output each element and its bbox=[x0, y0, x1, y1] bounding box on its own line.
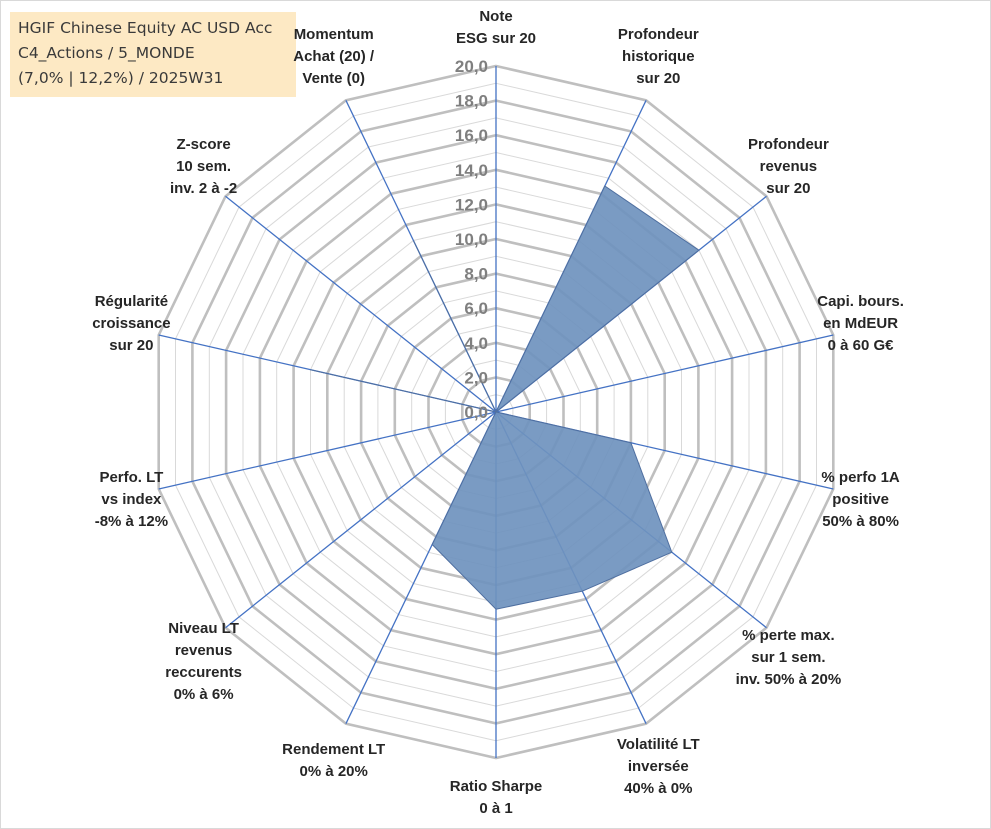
series-area-0 bbox=[310, 185, 700, 610]
tick-label-9: 18,0 bbox=[455, 92, 488, 111]
fund-title-box: HGIF Chinese Equity AC USD Acc C4_Action… bbox=[10, 12, 296, 97]
tick-label-2: 4,0 bbox=[464, 334, 488, 353]
axis-spoke-12 bbox=[225, 195, 497, 413]
fund-title-line1: HGIF Chinese Equity AC USD Acc bbox=[18, 19, 273, 37]
axis-label-rendement: Rendement LT 0% à 20% bbox=[282, 740, 386, 780]
axis-label-capi-boursiere: Capi. bours. en MdEUR 0 à 60 G€ bbox=[817, 293, 904, 355]
tick-label-1: 2,0 bbox=[464, 368, 488, 387]
axis-spoke-3 bbox=[495, 334, 834, 413]
tick-label-3: 6,0 bbox=[464, 299, 488, 318]
tick-label-8: 16,0 bbox=[455, 126, 488, 145]
axis-label-volatilite: Volatilité LT inversée 40% à 0% bbox=[616, 735, 700, 797]
axis-label-momentum: Momentum Achat (20) / Vente (0) bbox=[293, 26, 375, 88]
axis-label-z-score: Z-score 10 sem. inv. 2 à -2 bbox=[169, 135, 238, 197]
axis-label-niveau-revenus: Niveau LT revenus reccurents 0% à 6% bbox=[165, 619, 242, 703]
axis-spoke-10 bbox=[158, 411, 497, 490]
axis-label-perfo-lt: Perfo. LT vs index -8% à 12% bbox=[94, 468, 169, 530]
axis-spoke-9 bbox=[225, 411, 497, 629]
radial-tick-labels: 0,0 2,0 4,0 6,0 8,0 10,0 12,0 14,0 16,0 18,0 20,0 bbox=[455, 57, 488, 422]
tick-label-5: 10,0 bbox=[455, 230, 488, 249]
axis-label-perfo-1a: % perfo 1A positive 50% à 80% bbox=[821, 468, 900, 530]
fund-title-line3: (7,0% | 12,2%) / 2025W31 bbox=[18, 69, 224, 87]
axis-label-esg: Note ESG sur 20 bbox=[455, 8, 537, 47]
tick-label-4: 8,0 bbox=[464, 265, 488, 284]
radar-series bbox=[310, 185, 700, 610]
axis-label-regularite: Régularité croissance sur 20 bbox=[92, 293, 171, 355]
fund-title-line2: C4_Actions / 5_MONDE bbox=[18, 44, 195, 62]
tick-label-6: 12,0 bbox=[455, 195, 488, 214]
axis-label-profondeur-historique: Profondeur historique sur 20 bbox=[617, 26, 699, 88]
tick-label-0: 0,0 bbox=[464, 403, 488, 422]
axis-label-ratio-sharpe: Ratio Sharpe 0 à 1 bbox=[449, 778, 543, 817]
axis-label-perte-max: % perte max. sur 1 sem. inv. 50% à 20% bbox=[735, 626, 842, 688]
axis-label-profondeur-revenus: Profondeur revenus sur 20 bbox=[747, 135, 829, 197]
tick-label-10: 20,0 bbox=[455, 57, 488, 76]
tick-label-7: 14,0 bbox=[455, 161, 488, 180]
